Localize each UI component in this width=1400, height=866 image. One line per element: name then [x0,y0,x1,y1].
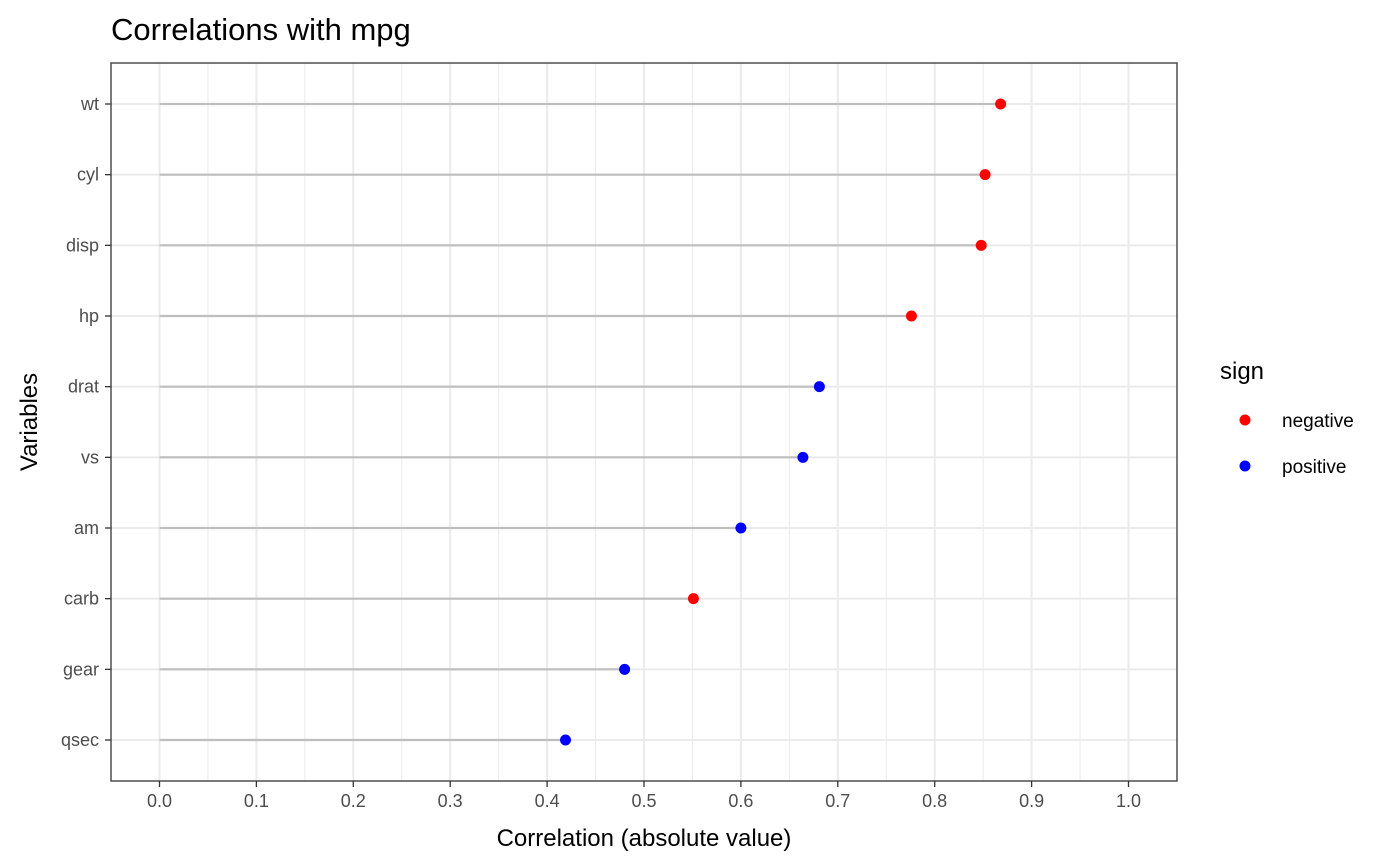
data-point [560,734,572,746]
x-tick-label: 1.0 [1116,791,1141,811]
chart-title: Correlations with mpg [111,12,411,47]
y-tick-label: qsec [61,730,99,750]
data-point [813,381,825,393]
legend-title: sign [1220,358,1264,385]
lollipop-segments [159,102,1001,742]
x-tick-label: 0.9 [1019,791,1044,811]
y-axis-title: Variables [16,373,43,471]
data-point [735,522,747,534]
y-axis: wt cyl disp hp drat vs am carb gear qsec [61,94,111,750]
data-point [619,663,631,675]
x-tick-label: 0.6 [728,791,753,811]
x-tick-label: 0.8 [922,791,947,811]
y-tick-label: wt [80,94,99,114]
y-tick-label: drat [68,377,99,397]
lollipop-points [560,98,1007,746]
grid-minor [207,63,1081,781]
x-tick-label: 0.3 [438,791,463,811]
y-tick-label: carb [64,589,99,609]
legend-key [1239,460,1251,472]
x-tick-label: 0.1 [244,791,269,811]
data-point [797,451,809,463]
x-axis-title: Correlation (absolute value) [497,825,792,852]
y-tick-label: disp [66,235,99,255]
data-point [979,169,991,181]
x-tick-label: 0.7 [825,791,850,811]
y-tick-label: gear [63,659,99,679]
legend-entries: negative positive [1239,411,1354,478]
y-tick-label: vs [81,447,99,467]
x-tick-label: 0.4 [535,791,560,811]
y-tick-label: hp [79,306,99,326]
data-point [975,239,987,251]
legend: sign negative positive [1220,358,1354,478]
data-point [995,98,1007,110]
y-tick-label: am [74,518,99,538]
legend-key [1239,414,1251,426]
x-tick-label: 0.5 [631,791,656,811]
y-tick-label: cyl [77,165,99,185]
legend-label: positive [1282,457,1346,478]
data-point [905,310,917,322]
data-point [687,593,699,605]
legend-label: negative [1282,411,1354,432]
x-axis: 0.0 0.1 0.2 0.3 0.4 0.5 0.6 0.7 0.8 0.9 1.0 [147,781,1141,811]
x-tick-label: 0.0 [147,791,172,811]
x-tick-label: 0.2 [341,791,366,811]
